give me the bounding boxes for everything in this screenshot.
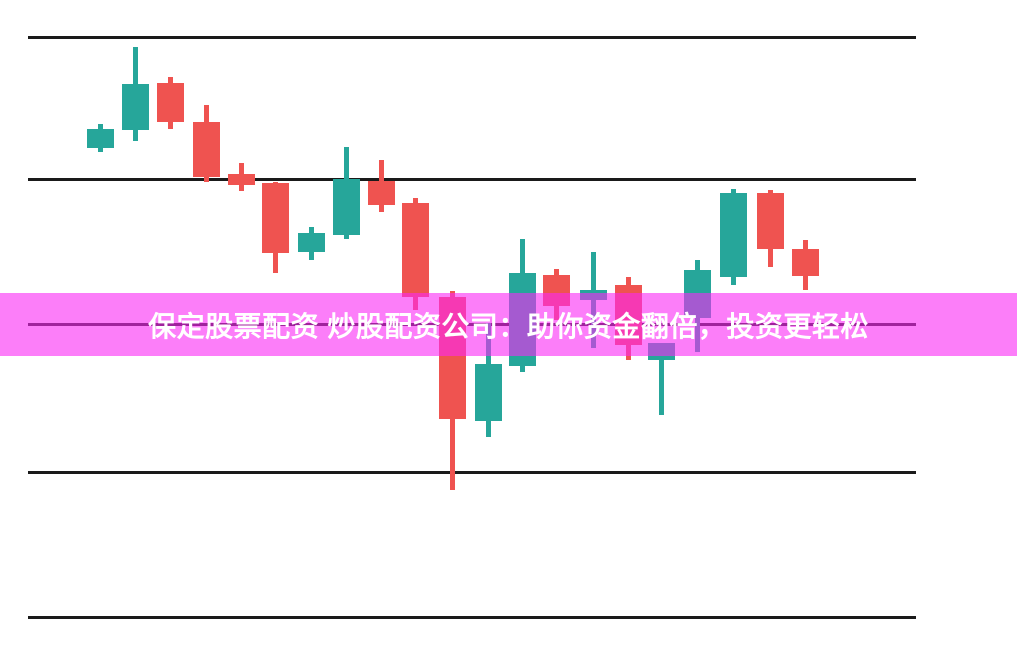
gridline [28,178,916,181]
gridline [28,471,916,474]
candle-body-up [475,364,502,421]
promo-banner-text: 保定股票配资 炒股配资公司：助你资金翻倍，投资更轻松 [148,310,869,342]
candle-body-up [122,84,149,130]
candle-body-down [157,83,184,122]
candle-body-down [228,174,255,185]
candle-body-up [720,193,747,277]
candle-body-down [193,122,220,177]
candle-body-down [757,193,784,249]
candle-body-up [333,179,360,235]
gridline [28,616,916,619]
candle-wick-up [659,343,664,415]
candle-body-down [402,203,429,297]
candle-body-down [262,183,289,253]
candle-body-down [368,181,395,205]
candle-body-up [298,233,325,252]
candle-body-down [792,249,819,276]
promo-banner: 保定股票配资 炒股配资公司：助你资金翻倍，投资更轻松 [0,293,1017,356]
candle-body-up [87,129,114,148]
gridline [28,36,916,39]
